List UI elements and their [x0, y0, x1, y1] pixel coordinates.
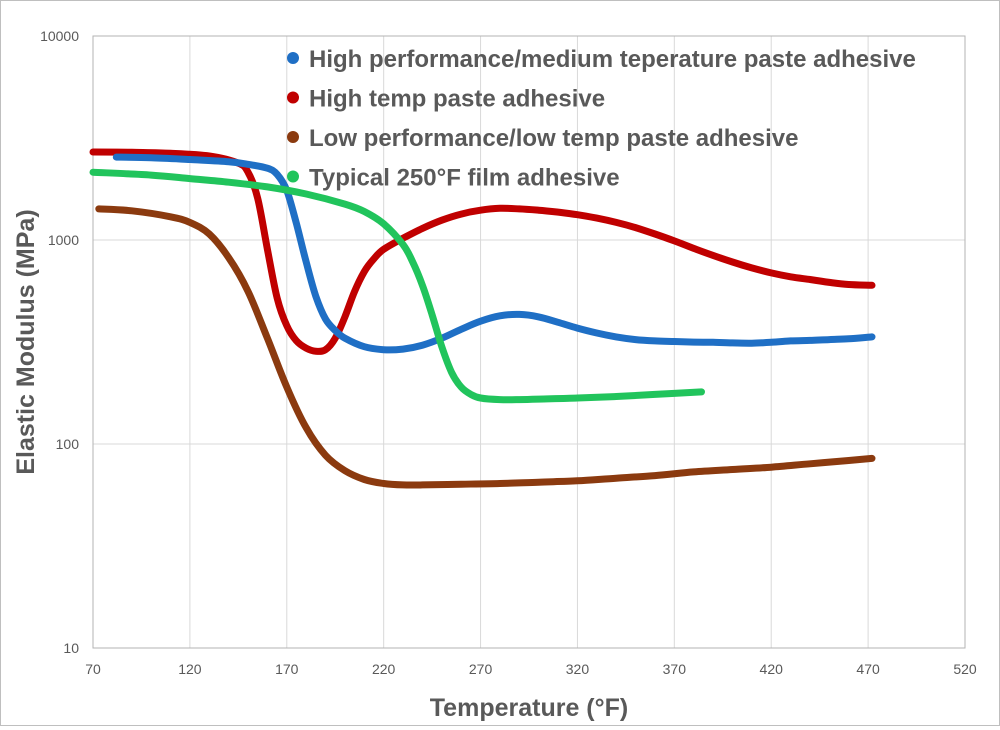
- series-line-high-performance-medium-teperature-paste-adhesive: [112, 153, 876, 354]
- series-line-high-temp-paste-adhesive: [89, 148, 876, 355]
- x-tick-label: 470: [856, 661, 880, 677]
- x-tick-label: 270: [469, 661, 493, 677]
- y-axis-label: Elastic Modulus (MPa): [12, 209, 40, 474]
- y-tick-label: 10: [63, 640, 79, 656]
- legend-label: Low performance/low temp paste adhesive: [309, 125, 798, 152]
- y-axis-ticks: 10 100 1000 10000: [40, 28, 79, 656]
- legend-label: High performance/medium teperature paste…: [309, 46, 916, 73]
- plot-area-border: [92, 35, 966, 649]
- x-tick-label: 520: [953, 661, 977, 677]
- legend-label: Typical 250°F film adhesive: [309, 165, 620, 192]
- legend-marker: [287, 91, 299, 104]
- legend-marker: [287, 131, 299, 143]
- x-tick-label: 370: [663, 661, 687, 677]
- legend-marker: [287, 52, 299, 64]
- x-tick-label: 70: [85, 661, 101, 677]
- series-layer: [89, 148, 876, 489]
- y-tick-label: 100: [56, 436, 80, 452]
- y-tick-label: 10000: [40, 28, 79, 44]
- x-tick-label: 120: [178, 661, 202, 677]
- x-tick-label: 420: [760, 661, 784, 677]
- x-tick-label: 320: [566, 661, 590, 677]
- x-axis-ticks: 70 120 170 220 270 320 370 420 470 520: [85, 661, 977, 677]
- x-tick-label: 220: [372, 661, 396, 677]
- legend: High performance/medium teperature paste…: [287, 46, 916, 192]
- series-line-typical-250-f-film-adhesive: [89, 168, 705, 404]
- legend-marker: [287, 170, 299, 183]
- x-tick-label: 170: [275, 661, 299, 677]
- series-line-low-performance-low-temp-paste-adhesive: [95, 205, 876, 489]
- x-axis-label: Temperature (°F): [430, 694, 628, 722]
- y-tick-label: 1000: [48, 232, 79, 248]
- legend-label: High temp paste adhesive: [309, 86, 605, 113]
